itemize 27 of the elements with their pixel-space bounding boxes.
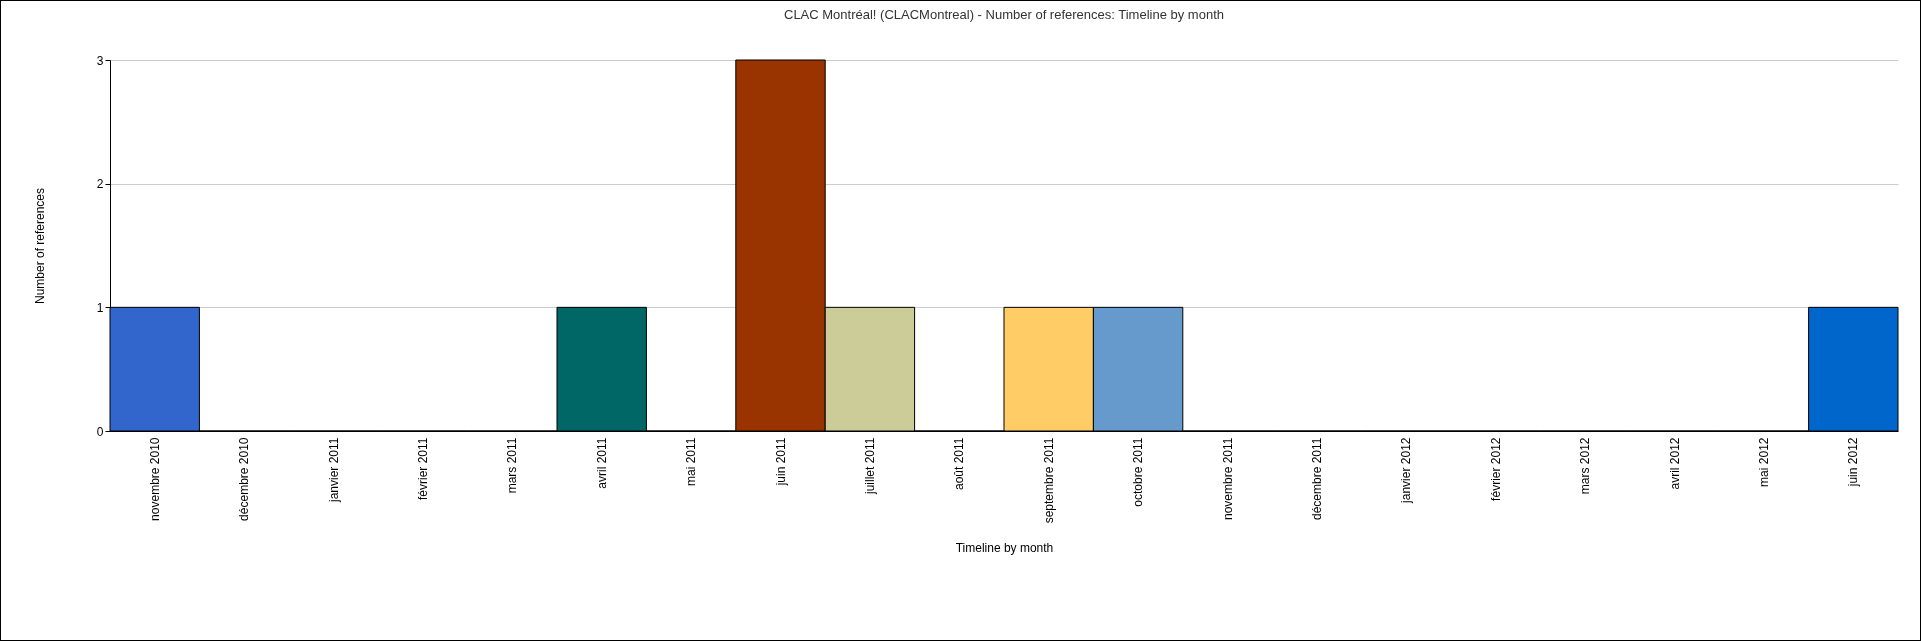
y-tick-label: 0 bbox=[96, 424, 104, 439]
x-axis-title: Timeline by month bbox=[955, 541, 1054, 556]
x-tick-label: février 2011 bbox=[415, 437, 430, 500]
x-tick-label: août 2011 bbox=[952, 437, 967, 490]
x-tick-label: décembre 2010 bbox=[237, 437, 252, 521]
y-tick-label: 3 bbox=[96, 53, 104, 68]
x-tick-label: décembre 2011 bbox=[1309, 437, 1324, 520]
x-tick-label: juin 2012 bbox=[1846, 437, 1861, 488]
x-tick-label: avril 2011 bbox=[594, 437, 609, 489]
y-tick-label: 2 bbox=[96, 177, 104, 192]
x-tick-label: novembre 2010 bbox=[147, 437, 162, 521]
x-tick-label: octobre 2011 bbox=[1131, 437, 1146, 507]
x-tick-label: avril 2012 bbox=[1667, 437, 1682, 490]
x-tick-label: mars 2011 bbox=[505, 437, 520, 494]
y-axis-title: Number of references bbox=[32, 187, 47, 305]
x-tick-label: février 2012 bbox=[1488, 437, 1503, 501]
x-tick-label: septembre 2011 bbox=[1041, 437, 1056, 524]
x-tick-label: mai 2012 bbox=[1756, 437, 1771, 487]
x-tick-label: janvier 2012 bbox=[1399, 437, 1414, 504]
x-tick-label: mars 2012 bbox=[1578, 437, 1593, 495]
x-tick-label: janvier 2011 bbox=[326, 437, 341, 503]
x-tick-label: juin 2011 bbox=[773, 437, 788, 487]
x-tick-label: juillet 2011 bbox=[862, 437, 877, 495]
y-tick-label: 1 bbox=[96, 300, 104, 315]
x-tick-label: novembre 2011 bbox=[1220, 437, 1235, 520]
chart-title: CLAC Montréal! (CLACMontreal) - Number of references: Timeline by month bbox=[784, 7, 1224, 22]
x-tick-label: mai 2011 bbox=[684, 437, 699, 486]
